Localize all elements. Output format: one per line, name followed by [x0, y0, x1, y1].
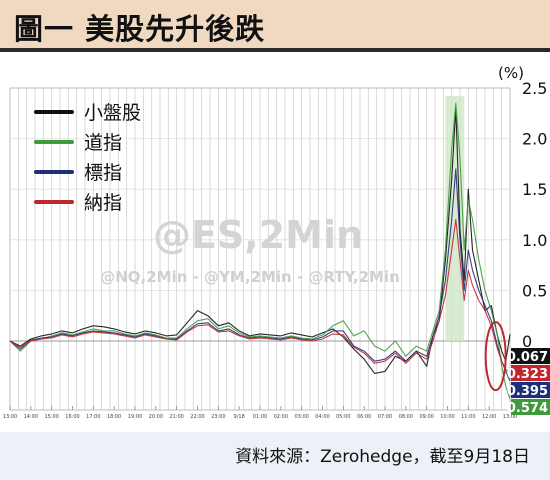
source-note: 資料來源：Zerohedge，截至9月18日 [235, 447, 530, 467]
x-axis: 13:00 14:00 15:00 16:00 17:00 18:00 19:00 20:00… [3, 406, 517, 420]
title-bar: 圖一 美股先升後跌 [0, 0, 550, 48]
x-tick-label: 15:00 [44, 414, 58, 420]
x-tick-label: 11:00 [461, 414, 475, 420]
legend-label: 標指 [84, 162, 122, 184]
line-chart: @ES,2Min @NQ,2Min - @YM,2Min - @RTY,2Min… [0, 52, 550, 432]
x-tick-label: 12:00 [482, 414, 496, 420]
x-tick-label: 07:00 [378, 414, 392, 420]
series-line [9, 219, 511, 375]
legend-label: 道指 [84, 132, 122, 154]
x-tick-label: 13:00 [503, 414, 517, 420]
end-label-box [511, 365, 550, 381]
legend-label: 納指 [84, 192, 122, 214]
series-line [9, 107, 511, 374]
x-tick-label: 03:00 [294, 414, 308, 420]
watermark-sub: @NQ,2Min - @YM,2Min - @RTY,2Min [100, 268, 400, 286]
y-tick-label: 0.5 [522, 281, 547, 300]
series-lines [9, 102, 511, 400]
x-tick-label: 06:00 [357, 414, 371, 420]
legend-label: 小盤股 [84, 102, 141, 124]
end-label-value: -0.574 [501, 401, 548, 416]
end-label-value: 0.067 [507, 350, 548, 365]
x-tick-label: 19:00 [128, 414, 142, 420]
y-tick-label: 2.0 [522, 130, 547, 149]
x-tick-label: 18:00 [107, 414, 121, 420]
x-tick-label: 14:00 [24, 414, 38, 420]
end-labels: 0.067 0.323 0.395 -0.574 [501, 348, 550, 416]
x-tick-label: 9/18 [234, 414, 245, 420]
highlight-ellipse [484, 321, 507, 392]
chart-area: @ES,2Min @NQ,2Min - @YM,2Min - @RTY,2Min… [0, 52, 550, 432]
y-tick-label: 1.0 [522, 231, 547, 250]
x-tick-label: 21:00 [169, 414, 183, 420]
y-axis: 2.5 2.0 1.5 1.0 0.5 0 [522, 79, 547, 351]
end-label-value: 0.323 [507, 367, 548, 382]
gridlines [9, 87, 511, 411]
x-tick-label: 20:00 [149, 414, 163, 420]
y-tick-label: 0 [522, 332, 532, 351]
x-tick-label: 16:00 [65, 414, 79, 420]
y-tick-label: 2.5 [522, 79, 547, 98]
chart-title: 圖一 美股先升後跌 [14, 12, 266, 46]
event-marker [484, 321, 507, 392]
y-axis-unit: (%) [498, 64, 524, 82]
x-tick-label: 02:00 [274, 414, 288, 420]
series-line [9, 168, 511, 382]
x-tick-label: 08:00 [399, 414, 413, 420]
end-label-box [511, 399, 550, 415]
x-tick-label: 10:00 [440, 414, 454, 420]
x-tick-label: 01:00 [253, 414, 267, 420]
watermark-main: @ES,2Min [153, 213, 363, 257]
series-line [9, 102, 511, 400]
x-tick-label: 09:00 [419, 414, 433, 420]
x-tick-label: 17:00 [86, 414, 100, 420]
end-label-value: 0.395 [507, 384, 548, 399]
x-tick-label: 13:00 [3, 414, 17, 420]
x-tick-label: 23:00 [211, 414, 225, 420]
x-tick-label: 22:00 [190, 414, 204, 420]
watermark: @ES,2Min @NQ,2Min - @YM,2Min - @RTY,2Min [100, 213, 400, 286]
y-tick-label: 1.5 [522, 180, 547, 199]
end-label-box [511, 382, 550, 398]
x-tick-label: 05:00 [336, 414, 350, 420]
end-label-box [511, 348, 550, 364]
x-tick-label: 04:00 [315, 414, 329, 420]
title-rule [0, 48, 550, 52]
source-bar: 資料來源：Zerohedge，截至9月18日 [0, 432, 550, 480]
